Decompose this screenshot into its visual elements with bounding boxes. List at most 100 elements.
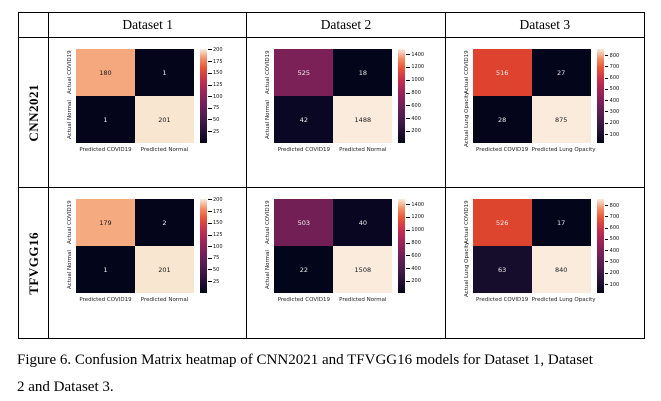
colorbar-tick: 700	[605, 64, 620, 70]
y-axis-label: Actual Normal	[67, 250, 73, 289]
row-header-label: CNN2021	[25, 83, 41, 142]
colorbar-tick: 800	[406, 90, 421, 96]
colorbar-tick: 100	[605, 282, 620, 288]
colorbar-tick: 600	[406, 253, 421, 259]
matrix-cell: 503	[274, 199, 334, 246]
colorbar-tick: 1200	[406, 64, 424, 70]
plot-area: Actual COVID19 Actual Normal 525 18 42 1…	[262, 49, 444, 153]
y-axis-labels: Actual COVID19 Actual Lung Opacity	[461, 49, 473, 148]
colorbar-tick: 175	[208, 209, 223, 215]
colorbar	[398, 199, 406, 293]
colorbar	[200, 49, 207, 143]
matrix-cell: 28	[472, 96, 532, 143]
y-axis-label: Actual COVID19	[67, 200, 73, 245]
matrix-cell: 526	[472, 199, 532, 246]
matrix-cell: 1488	[333, 96, 393, 143]
colorbar-tick: 100	[605, 132, 620, 138]
colorbar-tick: 1400	[406, 202, 424, 208]
matrix-cell: 2	[135, 199, 194, 246]
colorbar-tick: 300	[605, 109, 620, 115]
matrix-cell: 27	[531, 49, 591, 96]
colorbar-tick: 1400	[406, 52, 424, 58]
colorbar-tick: 500	[605, 86, 620, 92]
x-axis-label: Predicted Normal	[339, 297, 387, 303]
y-axis-label: Actual COVID19	[463, 50, 470, 95]
colorbar-ticks: 800 700 600 500 400 300 200 100	[605, 199, 631, 293]
colorbar	[200, 199, 207, 293]
colorbar-tick: 200	[208, 47, 223, 53]
y-axis-labels: Actual COVID19 Actual Normal	[64, 199, 76, 293]
heatmap-tfvgg16-dataset2: Actual COVID19 Actual Normal 503 40 22 1…	[247, 188, 446, 338]
colorbar-ticks: 1400 1200 1000 800 600 400 200	[406, 199, 432, 293]
colorbar-tick: 700	[605, 214, 620, 220]
matrix-cell: 1	[76, 246, 135, 293]
colorbar-tick: 400	[406, 266, 421, 272]
colorbar-tick: 600	[406, 103, 421, 109]
colorbar-ticks: 1400 1200 1000 800 600 400 200	[406, 49, 432, 143]
colorbar-tick: 1200	[406, 214, 424, 220]
row-header-tfvgg16: TFVGG16	[19, 188, 49, 338]
colorbar-tick: 600	[605, 75, 620, 81]
figure-table: Dataset 1 Dataset 2 Dataset 3 CNN2021 Ac…	[18, 12, 645, 339]
matrix-cell: 525	[274, 49, 334, 96]
colorbar-tick: 400	[605, 248, 620, 254]
confusion-matrix-grid: 526 17 63 840	[472, 199, 591, 293]
row-header-label: TFVGG16	[25, 231, 41, 295]
plot-area: Actual COVID19 Actual Lung Opacity 526 1…	[461, 199, 644, 303]
colorbar-tick: 75	[208, 105, 219, 111]
x-axis-labels: Predicted COVID19 Predicted Lung Opacity	[473, 297, 596, 303]
confusion-matrix-grid: 525 18 42 1488	[274, 49, 393, 143]
x-axis-labels: Predicted COVID19 Predicted Normal	[76, 147, 194, 153]
matrix-cell: 22	[274, 246, 334, 293]
colorbar-tick: 200	[605, 120, 620, 126]
colorbar-tick: 25	[208, 279, 219, 285]
matrix-cell: 17	[531, 199, 591, 246]
matrix-cell: 40	[333, 199, 393, 246]
y-axis-labels: Actual COVID19 Actual Normal	[262, 49, 274, 143]
matrix-cell: 42	[274, 96, 334, 143]
corner-cell	[19, 13, 49, 38]
colorbar-tick: 125	[208, 82, 223, 88]
colorbar-tick: 200	[406, 278, 421, 284]
y-axis-labels: Actual COVID19 Actual Normal	[262, 199, 274, 293]
column-header-dataset-1: Dataset 1	[49, 13, 248, 38]
x-axis-label: Predicted Lung Opacity	[531, 147, 596, 153]
matrix-cell: 840	[531, 246, 591, 293]
colorbar-tick: 200	[406, 128, 421, 134]
matrix-cell: 1508	[333, 246, 393, 293]
row-header-cnn2021: CNN2021	[19, 38, 49, 188]
y-axis-label: Actual Normal	[265, 100, 272, 139]
x-axis-label: Predicted COVID19	[476, 297, 529, 303]
x-axis-labels: Predicted COVID19 Predicted Lung Opacity	[473, 147, 596, 153]
colorbar-tick: 800	[605, 203, 620, 209]
y-axis-label: Actual COVID19	[67, 50, 73, 95]
colorbar-tick: 50	[208, 117, 219, 123]
colorbar-ticks: 200 175 150 125 100 75 50 25	[208, 197, 234, 293]
matrix-cell: 201	[135, 96, 194, 143]
x-axis-label: Predicted Normal	[140, 297, 189, 303]
plot-area: Actual COVID19 Actual Normal 180 1 1 201…	[64, 47, 246, 153]
colorbar-tick: 100	[208, 94, 223, 100]
plot-area: Actual COVID19 Actual Normal 503 40 22 1…	[262, 199, 444, 303]
colorbar-tick: 125	[208, 232, 223, 238]
colorbar-tick: 75	[208, 255, 219, 261]
y-axis-label: Actual COVID19	[265, 200, 272, 245]
colorbar-ticks: 800 700 600 500 400 300 200 100	[605, 49, 631, 143]
x-axis-label: Predicted COVID19	[277, 297, 330, 303]
plot-area: Actual COVID19 Actual Lung Opacity 516 2…	[461, 49, 644, 153]
confusion-matrix-grid: 503 40 22 1508	[274, 199, 393, 293]
y-axis-label: Actual COVID19	[265, 50, 272, 95]
colorbar-tick: 300	[605, 259, 620, 265]
matrix-cell: 1	[135, 49, 194, 96]
colorbar-tick: 200	[605, 270, 620, 276]
x-axis-label: Predicted Normal	[339, 147, 387, 153]
matrix-cell: 180	[76, 49, 135, 96]
y-axis-label: Actual Lung Opacity	[463, 91, 470, 148]
colorbar-tick: 175	[208, 59, 223, 65]
x-axis-labels: Predicted COVID19 Predicted Normal	[76, 297, 194, 303]
colorbar	[398, 49, 406, 143]
confusion-matrix-grid: 179 2 1 201	[76, 199, 194, 293]
x-axis-labels: Predicted COVID19 Predicted Normal	[274, 297, 392, 303]
colorbar-tick: 400	[605, 98, 620, 104]
